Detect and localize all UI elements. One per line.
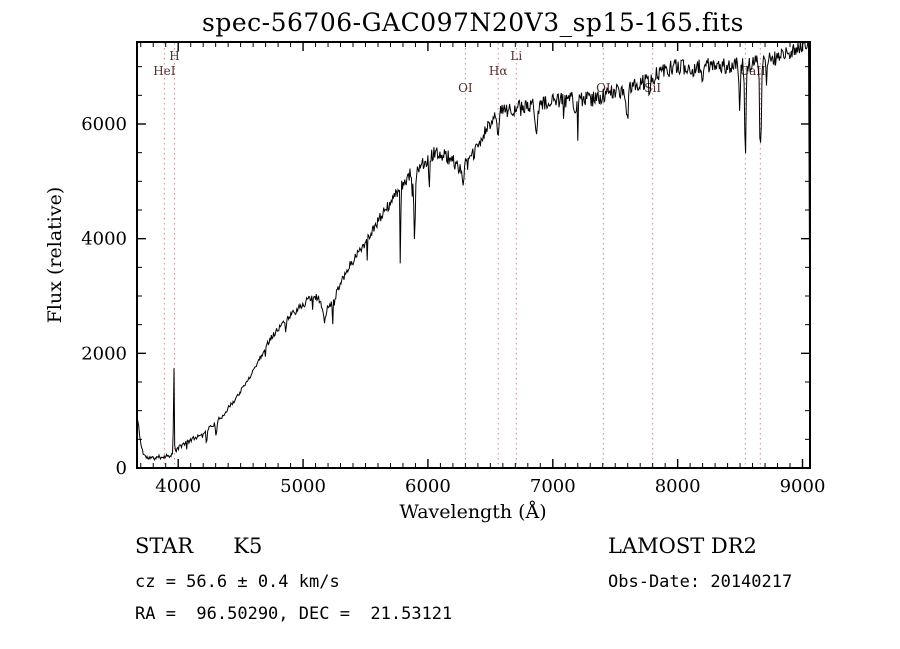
x-tick-label: 4000 xyxy=(155,476,201,497)
y-tick-label: 2000 xyxy=(81,343,127,364)
y-tick-label: 4000 xyxy=(81,229,127,250)
y-axis-label: Flux (relative) xyxy=(44,186,66,324)
x-tick-label: 9000 xyxy=(780,476,826,497)
ra-dec-value: RA = 96.50290, DEC = 21.53121 xyxy=(135,604,453,624)
line-marker-label: HeI xyxy=(153,64,176,78)
x-tick-label: 5000 xyxy=(280,476,326,497)
chart-title: spec-56706-GAC097N20V3_sp15-165.fits xyxy=(202,8,744,37)
object-class-label: STAR K5 xyxy=(135,534,263,558)
spectrum-trace xyxy=(137,42,810,462)
line-marker-label: H xyxy=(169,49,179,63)
plot-frame xyxy=(136,41,811,469)
line-marker-label: Li xyxy=(510,49,522,63)
line-marker-label: OI xyxy=(596,81,611,95)
obs-date: Obs-Date: 20140217 xyxy=(608,572,793,592)
y-tick-label: 6000 xyxy=(81,114,127,135)
x-tick-label: 7000 xyxy=(530,476,576,497)
y-tick-label: 0 xyxy=(116,458,127,479)
line-marker-label: Hα xyxy=(489,64,508,78)
cz-value: cz = 56.6 ± 0.4 km/s xyxy=(135,572,340,592)
x-axis-label: Wavelength (Å) xyxy=(399,501,547,523)
x-tick-label: 6000 xyxy=(405,476,451,497)
survey-label: LAMOST DR2 xyxy=(608,534,757,558)
x-tick-label: 8000 xyxy=(655,476,701,497)
line-marker-label: SiI xyxy=(644,81,661,95)
line-marker-label: OI xyxy=(458,81,473,95)
